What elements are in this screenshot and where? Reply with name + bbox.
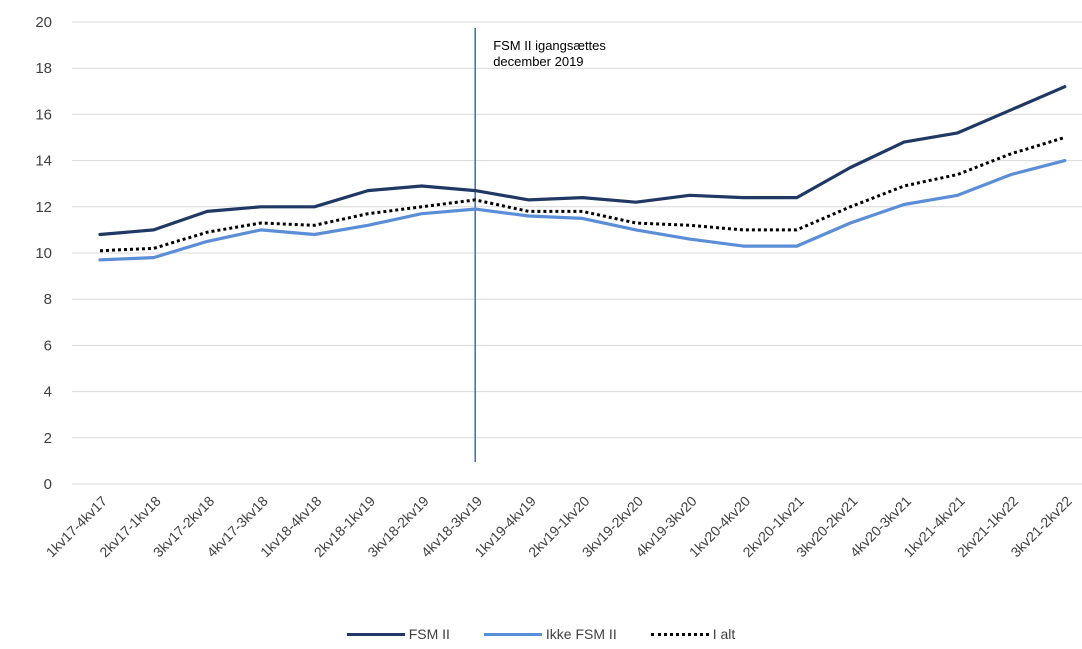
y-axis-ticks: 0 2 4 6 8 10 12 14 16 18 20 bbox=[35, 14, 52, 493]
y-tick-label: 20 bbox=[35, 14, 52, 31]
legend-swatch-ikke-fsm-ii bbox=[483, 632, 542, 636]
y-tick-label: 12 bbox=[35, 199, 52, 216]
y-tick-label: 2 bbox=[44, 430, 52, 447]
legend-swatch-fsm-ii bbox=[346, 632, 405, 636]
legend-item-fsm-ii: FSM II bbox=[346, 626, 450, 642]
gridlines bbox=[72, 21, 1082, 485]
legend: FSM II Ikke FSM II I alt bbox=[0, 626, 1082, 642]
series-line-ikke-fsm-ii bbox=[98, 159, 1067, 262]
legend-swatch-i-alt bbox=[650, 632, 709, 636]
series-line-i-alt bbox=[99, 136, 1066, 253]
event-marker-label: FSM II igangsættes bbox=[493, 38, 606, 53]
y-tick-label: 6 bbox=[44, 337, 52, 354]
x-axis-ticks: 1kv17-4kv172kv17-1kv183kv17-2kv184kv17-3… bbox=[43, 493, 1075, 561]
y-tick-label: 8 bbox=[44, 291, 52, 308]
legend-label-fsm-ii: FSM II bbox=[408, 626, 450, 642]
legend-item-ikke-fsm-ii: Ikke FSM II bbox=[483, 626, 617, 642]
legend-label-i-alt: I alt bbox=[712, 626, 736, 642]
event-marker-label: december 2019 bbox=[493, 54, 583, 69]
y-tick-label: 16 bbox=[35, 106, 52, 123]
y-tick-label: 10 bbox=[35, 245, 52, 262]
legend-item-i-alt: I alt bbox=[650, 626, 736, 642]
y-tick-label: 14 bbox=[35, 153, 52, 170]
legend-label-ikke-fsm-ii: Ikke FSM II bbox=[545, 626, 617, 642]
series-lines bbox=[98, 85, 1067, 262]
y-tick-label: 0 bbox=[44, 476, 52, 493]
series-line-fsm-ii bbox=[98, 85, 1067, 237]
y-tick-label: 4 bbox=[44, 384, 52, 401]
y-tick-label: 18 bbox=[35, 60, 52, 77]
